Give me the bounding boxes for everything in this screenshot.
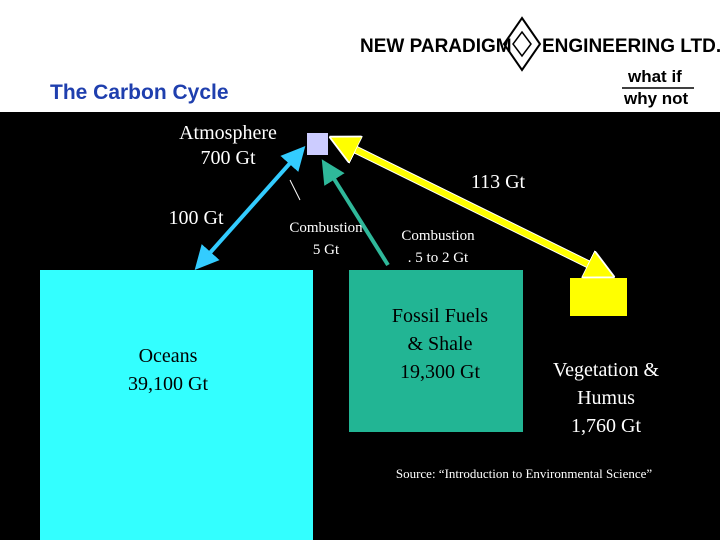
oceans-box [40, 270, 313, 540]
pointer-line [289, 179, 301, 201]
flow-label: 5 Gt [313, 242, 340, 258]
company-name: NEW PARADIGM [360, 36, 512, 57]
node-label: Oceans [139, 345, 198, 367]
flow-label: 113 Gt [471, 171, 526, 193]
node-label: & Shale [408, 333, 473, 355]
tagline: what if [627, 67, 682, 86]
source-note: Source: “Introduction to Environmental S… [396, 466, 653, 481]
node-label: Fossil Fuels [392, 305, 488, 327]
node-label: 700 Gt [201, 147, 256, 169]
node-label: 19,300 Gt [400, 361, 480, 383]
flow-label: Combustion [401, 228, 475, 244]
flow-label: Combustion [289, 220, 363, 236]
atmosphere-box [307, 133, 328, 155]
node-label: Humus [577, 387, 635, 409]
node-label: Vegetation & [553, 359, 660, 381]
node-label: 1,760 Gt [571, 415, 641, 437]
flow-label: 100 Gt [169, 207, 224, 229]
slide-title: The Carbon Cycle [50, 81, 229, 104]
company-name: ENGINEERING LTD. [542, 36, 720, 57]
vegetation-box [570, 278, 627, 316]
flow-label: . 5 to 2 Gt [408, 250, 469, 266]
fossil-box [349, 270, 523, 432]
ocean-flow-arrow [194, 146, 306, 270]
vegetation-flow-arrow [340, 142, 604, 272]
node-label: Atmosphere [179, 122, 277, 144]
logo-diamond [502, 16, 542, 72]
header-band [0, 0, 720, 112]
tagline: why not [623, 89, 689, 108]
node-label: 39,100 Gt [128, 373, 208, 395]
